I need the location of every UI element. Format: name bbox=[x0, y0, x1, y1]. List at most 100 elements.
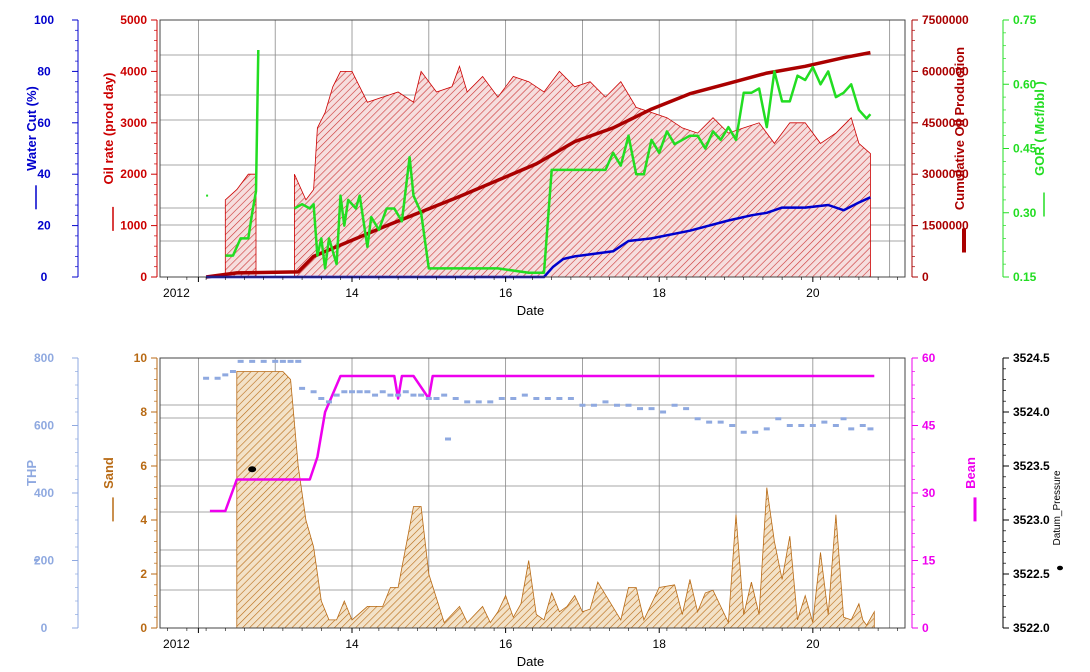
scatter-point bbox=[590, 403, 597, 407]
line-series-0-5 bbox=[293, 65, 872, 274]
x-tick-label: 16 bbox=[499, 286, 513, 300]
y-tick-label: 2000 bbox=[120, 167, 147, 181]
y-axis-label: Cumulative Oil Production bbox=[952, 47, 967, 210]
y-tick-label: 6 bbox=[140, 459, 147, 473]
y-tick-label: 40 bbox=[37, 167, 51, 181]
scatter-point bbox=[318, 397, 325, 400]
y-tick-label: 0 bbox=[140, 621, 147, 635]
scatter-point bbox=[356, 390, 363, 394]
y-tick-label: 0.75 bbox=[1013, 13, 1037, 27]
scatter-point bbox=[249, 359, 256, 363]
scatter-point bbox=[567, 397, 574, 400]
scatter-point bbox=[395, 393, 402, 397]
y-tick-label: 0.45 bbox=[1013, 142, 1037, 156]
y-axis-label: Oil rate (prod day) bbox=[101, 73, 116, 185]
y-tick-label: 0 bbox=[922, 621, 929, 635]
y-axis-1-0: 0 200 400 600 800 THP bbox=[24, 351, 79, 635]
scatter-point bbox=[349, 390, 356, 394]
scatter-point bbox=[425, 397, 432, 400]
line-series-1-1 bbox=[209, 374, 875, 513]
scatter-point bbox=[272, 359, 279, 363]
y-tick-label: 4000 bbox=[120, 64, 147, 78]
scatter-point bbox=[521, 393, 528, 397]
scatter-point bbox=[786, 424, 793, 427]
scatter-point bbox=[763, 427, 770, 431]
scatter-point bbox=[809, 424, 816, 427]
y-axis-label: GOR ( Mcf/bbl ) bbox=[1032, 81, 1047, 176]
scatter-point bbox=[310, 390, 317, 394]
x-tick-label: 20 bbox=[806, 637, 820, 651]
scatter-point bbox=[648, 407, 655, 411]
scatter-point bbox=[660, 410, 667, 414]
x-tick-label: 18 bbox=[653, 637, 667, 651]
y-axis-1-2: 0 15 30 45 60 Bean bbox=[911, 351, 978, 635]
y-tick-label: 200 bbox=[34, 554, 54, 568]
scatter-point bbox=[556, 397, 563, 400]
y-tick-label: 100 bbox=[34, 13, 54, 27]
scatter-point bbox=[379, 390, 386, 394]
scatter-point bbox=[798, 424, 805, 427]
scatter-point bbox=[867, 427, 874, 431]
scatter-point bbox=[418, 393, 425, 397]
legend-swatch bbox=[1057, 565, 1063, 571]
y-tick-label: 15 bbox=[922, 554, 936, 568]
scatter-point bbox=[410, 393, 417, 397]
y-tick-label: 1500000 bbox=[922, 219, 969, 233]
y-tick-label: 60 bbox=[922, 351, 936, 365]
scatter-point bbox=[341, 390, 348, 394]
scatter-point bbox=[445, 437, 452, 441]
y-tick-label: 7500000 bbox=[922, 13, 969, 27]
y-axis-0-1: 0 1000 2000 3000 4000 5000 Oil rate (prod day) bbox=[101, 13, 158, 284]
y-tick-label: 0 bbox=[41, 270, 48, 284]
y-axis-label: THP bbox=[24, 460, 39, 486]
y-tick-label: 3523.0 bbox=[1013, 513, 1050, 527]
scatter-point bbox=[222, 373, 229, 377]
scatter-point bbox=[683, 407, 690, 411]
x-tick-label: 14 bbox=[345, 286, 359, 300]
y-tick-label: 3524.0 bbox=[1013, 405, 1050, 419]
y-tick-label: 6000000 bbox=[922, 64, 969, 78]
y-axis-label: Datum_Pressure bbox=[1052, 470, 1063, 545]
y-tick-label: 30 bbox=[922, 486, 936, 500]
scatter-point bbox=[299, 386, 306, 390]
scatter-point bbox=[579, 403, 586, 407]
scatter-point bbox=[848, 427, 855, 431]
scatter-point bbox=[214, 376, 221, 380]
y-axis-0-2: 0 1500000 3000000 4500000 6000000 7500000 Cumu… bbox=[911, 13, 969, 284]
scatter-point bbox=[706, 420, 713, 424]
scatter-point bbox=[203, 376, 210, 380]
x-tick-label: 16 bbox=[499, 637, 513, 651]
scatter-point bbox=[613, 403, 620, 407]
y-tick-label: 60 bbox=[37, 116, 51, 130]
y-tick-label: 2 bbox=[140, 567, 147, 581]
scatter-point bbox=[333, 393, 340, 397]
scatter-point bbox=[544, 397, 551, 400]
y-tick-label: 10 bbox=[134, 351, 148, 365]
y-tick-label: 5000 bbox=[120, 13, 147, 27]
x-tick-label: 14 bbox=[345, 637, 359, 651]
scatter-point bbox=[717, 420, 724, 424]
scatter-point bbox=[229, 370, 236, 373]
scatter-point bbox=[498, 397, 505, 400]
y-axis-0-0: 0 20 40 60 80 100 Water Cut (%) bbox=[24, 13, 79, 284]
y-tick-label: 4500000 bbox=[922, 116, 969, 130]
scatter-point bbox=[452, 397, 459, 400]
x-tick-label: 18 bbox=[653, 286, 667, 300]
y-tick-label: 3000000 bbox=[922, 167, 969, 181]
y-tick-label: 400 bbox=[34, 486, 54, 500]
y-tick-label: 80 bbox=[37, 64, 51, 78]
y-tick-label: 8 bbox=[140, 405, 147, 419]
y-tick-label: 3522.5 bbox=[1013, 567, 1050, 581]
datum-point bbox=[248, 466, 257, 473]
scatter-point bbox=[464, 400, 471, 404]
y-tick-label: 0.30 bbox=[1013, 206, 1037, 220]
scatter-point bbox=[237, 359, 244, 363]
scatter-point bbox=[402, 390, 409, 394]
line-series-0-4 bbox=[225, 49, 260, 257]
scatter-point bbox=[295, 359, 302, 363]
scatter-point bbox=[387, 393, 394, 397]
y-axis-label: Bean bbox=[963, 457, 978, 489]
scatter-point bbox=[729, 424, 736, 427]
y-tick-label: 3522.0 bbox=[1013, 621, 1050, 635]
line-series-0-1 bbox=[205, 50, 871, 279]
